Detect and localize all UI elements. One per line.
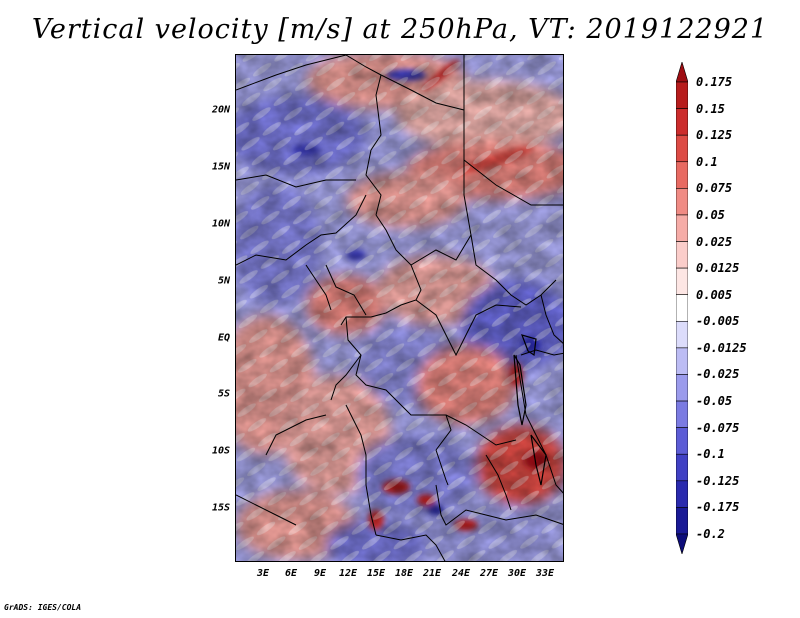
colorbar <box>676 62 688 554</box>
colorbar-swatch <box>676 161 688 189</box>
colorbar-swatch <box>676 134 688 163</box>
lat-tick-label: 20N <box>211 104 230 116</box>
colorbar-tick-label: -0.0125 <box>696 340 747 355</box>
colorbar-tick-label: -0.005 <box>696 314 740 329</box>
colorbar-tick-label: -0.2 <box>696 527 725 541</box>
colorbar-swatch <box>676 400 688 428</box>
colorbar-tick-label: 0.175 <box>696 75 733 89</box>
colorbar-tick-label: 0.0125 <box>696 261 740 276</box>
lon-tick-label: 18E <box>394 568 414 579</box>
colorbar-tick-label: 0.005 <box>696 287 733 302</box>
lon-tick-label: 21E <box>422 568 442 579</box>
colorbar-swatch <box>676 427 688 455</box>
lon-tick-label: 9E <box>313 568 327 579</box>
lon-tick-label: 30E <box>507 568 527 579</box>
colorbar-swatch <box>676 480 688 508</box>
colorbar-tick-label: 0.1 <box>696 154 718 169</box>
lon-tick-label: 33E <box>535 568 555 579</box>
lat-tick-label: EQ <box>217 332 230 344</box>
lat-tick-label: 5N <box>217 275 230 287</box>
colorbar-tick-label: 0.15 <box>696 101 725 116</box>
cell-texture <box>236 55 563 561</box>
lat-tick-label: 10S <box>211 445 230 457</box>
lon-tick-label: 6E <box>284 568 298 579</box>
colorbar-swatch <box>676 81 688 109</box>
lat-tick-label: 5S <box>217 388 230 400</box>
colorbar-tick-label: 0.125 <box>696 128 733 143</box>
lon-tick-label: 27E <box>479 568 499 579</box>
colorbar-extend-max <box>676 62 688 83</box>
colorbar-tick-label: 0.025 <box>696 234 733 249</box>
colorbar-tick-label: -0.05 <box>696 394 733 409</box>
vertical-velocity-field <box>236 55 563 561</box>
colorbar-tick-label: -0.125 <box>696 473 740 488</box>
lon-tick-label: 24E <box>451 568 471 579</box>
lon-tick-label: 3E <box>256 568 270 579</box>
colorbar-tick-label: -0.1 <box>696 447 725 462</box>
colorbar-swatch <box>676 188 688 216</box>
colorbar-swatch <box>676 320 688 349</box>
colorbar-swatch <box>676 507 688 535</box>
map-plot-area <box>235 54 564 562</box>
grads-credit: GrADS: IGES/COLA <box>4 603 82 612</box>
lakes <box>513 334 547 486</box>
colorbar-swatch <box>676 453 688 482</box>
colorbar-tick-label: 0.075 <box>696 181 733 196</box>
colorbar-extend-min <box>676 533 688 554</box>
lat-tick-label: 15S <box>211 502 230 514</box>
lat-tick-label: 15N <box>211 161 230 173</box>
plot-title: Vertical velocity [m/s] at 250hPa, VT: 2… <box>31 14 769 45</box>
lon-tick-label: 15E <box>366 568 386 579</box>
lon-tick-label: 12E <box>338 568 358 579</box>
colorbar-tick-label: -0.175 <box>696 500 740 515</box>
lat-tick-label: 10N <box>211 218 230 230</box>
colorbar-tick-label: -0.025 <box>696 367 740 382</box>
colorbar-tick-label: 0.05 <box>696 207 725 222</box>
country-boundaries <box>236 55 563 561</box>
colorbar-swatch <box>676 108 688 136</box>
colorbar-swatch <box>676 347 688 375</box>
colorbar-tick-label: -0.075 <box>696 420 740 435</box>
colorbar-swatch <box>676 214 688 242</box>
colorbar-swatch <box>676 267 688 296</box>
colorbar-swatch <box>676 241 688 269</box>
colorbar-swatch <box>676 374 688 402</box>
colorbar-swatch <box>676 294 688 322</box>
